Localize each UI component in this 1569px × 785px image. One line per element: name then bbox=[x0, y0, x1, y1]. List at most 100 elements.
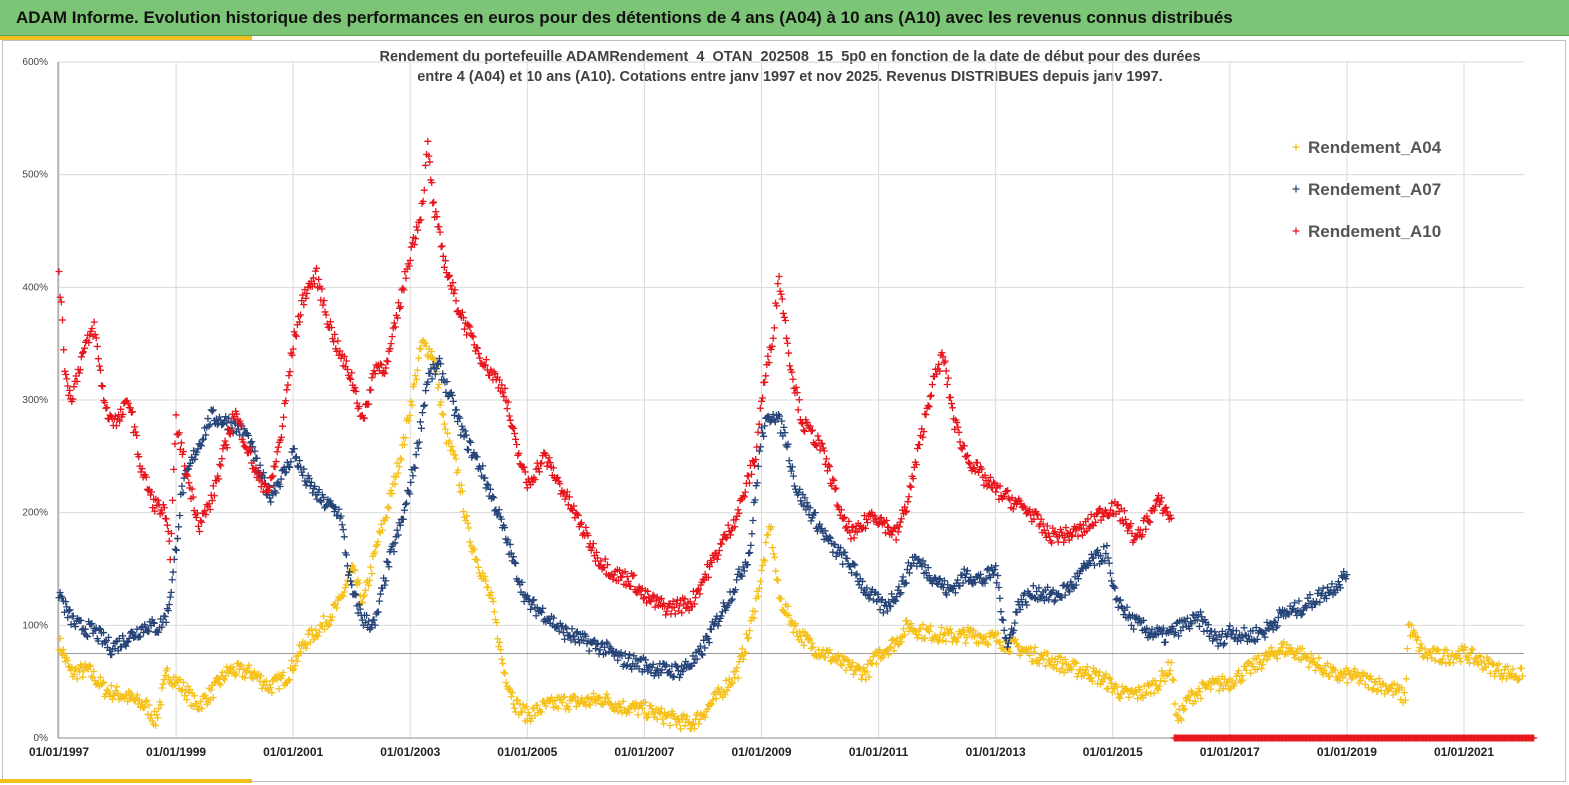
data-point bbox=[164, 607, 172, 615]
data-point bbox=[807, 427, 815, 435]
data-point bbox=[1100, 543, 1108, 551]
data-point bbox=[706, 563, 714, 571]
data-point bbox=[98, 382, 106, 390]
data-point bbox=[1201, 616, 1209, 624]
data-point bbox=[554, 474, 562, 482]
data-point bbox=[896, 590, 904, 598]
data-point bbox=[797, 419, 805, 427]
data-point bbox=[1035, 584, 1043, 592]
data-point bbox=[505, 412, 513, 420]
data-point bbox=[916, 441, 924, 449]
data-point bbox=[119, 632, 127, 640]
data-point bbox=[1262, 649, 1270, 657]
data-point bbox=[266, 483, 274, 491]
data-point bbox=[1442, 660, 1450, 668]
x-tick-label: 01/01/2013 bbox=[966, 745, 1026, 759]
data-point bbox=[690, 659, 698, 667]
data-point bbox=[69, 612, 77, 620]
data-point bbox=[826, 463, 834, 471]
data-point bbox=[946, 625, 954, 633]
data-point bbox=[437, 398, 445, 406]
data-point bbox=[148, 616, 156, 624]
data-point bbox=[1311, 666, 1319, 674]
data-point bbox=[585, 647, 593, 655]
data-point bbox=[271, 463, 279, 471]
data-point bbox=[808, 426, 816, 434]
y-tick-label: 0% bbox=[34, 733, 49, 744]
data-point bbox=[1039, 520, 1047, 528]
data-point bbox=[440, 420, 448, 428]
data-point bbox=[962, 639, 970, 647]
data-point bbox=[1176, 715, 1184, 723]
data-point bbox=[784, 440, 792, 448]
data-point bbox=[1097, 516, 1105, 524]
data-point bbox=[410, 380, 418, 388]
data-point bbox=[1135, 614, 1143, 622]
data-point bbox=[515, 577, 523, 585]
data-point bbox=[806, 504, 814, 512]
data-point bbox=[892, 597, 900, 605]
data-point bbox=[405, 262, 413, 270]
data-point bbox=[470, 546, 478, 554]
data-point bbox=[858, 671, 866, 679]
data-point bbox=[1328, 580, 1336, 588]
data-point bbox=[1170, 676, 1178, 684]
data-point bbox=[182, 687, 190, 695]
data-point bbox=[439, 370, 447, 378]
data-point bbox=[1071, 658, 1079, 666]
data-point bbox=[162, 618, 170, 626]
data-point bbox=[981, 471, 989, 479]
data-point bbox=[1219, 641, 1227, 649]
data-point bbox=[1469, 646, 1477, 654]
data-point bbox=[742, 649, 750, 657]
data-point bbox=[251, 447, 259, 455]
data-point bbox=[947, 399, 955, 407]
data-point bbox=[740, 650, 748, 658]
data-point bbox=[465, 322, 473, 330]
data-point bbox=[629, 572, 637, 580]
data-point bbox=[935, 575, 943, 583]
data-point bbox=[59, 646, 67, 654]
data-point bbox=[84, 633, 92, 641]
x-tick-label: 01/01/1999 bbox=[146, 745, 206, 759]
data-point bbox=[473, 556, 481, 564]
data-point bbox=[160, 504, 168, 512]
data-point bbox=[73, 675, 81, 683]
data-point bbox=[165, 600, 173, 608]
data-point bbox=[695, 720, 703, 728]
data-point bbox=[1105, 559, 1113, 567]
data-point bbox=[778, 417, 786, 425]
data-point bbox=[365, 617, 373, 625]
data-point bbox=[222, 413, 230, 421]
data-point bbox=[245, 661, 253, 669]
data-point bbox=[96, 673, 104, 681]
data-point bbox=[558, 698, 566, 706]
data-point bbox=[621, 568, 629, 576]
data-point bbox=[1010, 626, 1018, 634]
data-point bbox=[732, 515, 740, 523]
data-point bbox=[1509, 665, 1517, 673]
data-point bbox=[446, 272, 454, 280]
data-point bbox=[365, 400, 373, 408]
data-point bbox=[842, 666, 850, 674]
data-point bbox=[1031, 643, 1039, 651]
data-point bbox=[1050, 598, 1058, 606]
data-point bbox=[1108, 688, 1116, 696]
data-point bbox=[1084, 515, 1092, 523]
data-point bbox=[586, 701, 594, 709]
data-point bbox=[1519, 672, 1527, 680]
data-point bbox=[714, 684, 722, 692]
data-point bbox=[400, 506, 408, 514]
data-point bbox=[362, 586, 370, 594]
data-point bbox=[149, 619, 157, 627]
data-point bbox=[817, 652, 825, 660]
data-point bbox=[709, 696, 717, 704]
x-tick-label: 01/01/2005 bbox=[497, 745, 557, 759]
data-point bbox=[1438, 659, 1446, 667]
data-point bbox=[974, 468, 982, 476]
data-point bbox=[726, 531, 734, 539]
data-point bbox=[396, 521, 404, 529]
data-point bbox=[1253, 635, 1261, 643]
data-point bbox=[273, 448, 281, 456]
data-point bbox=[64, 614, 72, 622]
